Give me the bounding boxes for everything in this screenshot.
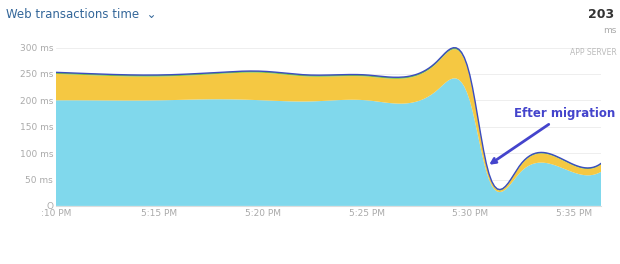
Text: 203: 203 xyxy=(588,8,614,21)
Text: Efter migration: Efter migration xyxy=(492,107,616,163)
Text: Web transactions time  ⌄: Web transactions time ⌄ xyxy=(6,8,157,21)
Text: APP SERVER: APP SERVER xyxy=(570,48,617,56)
Text: ms: ms xyxy=(603,26,617,35)
